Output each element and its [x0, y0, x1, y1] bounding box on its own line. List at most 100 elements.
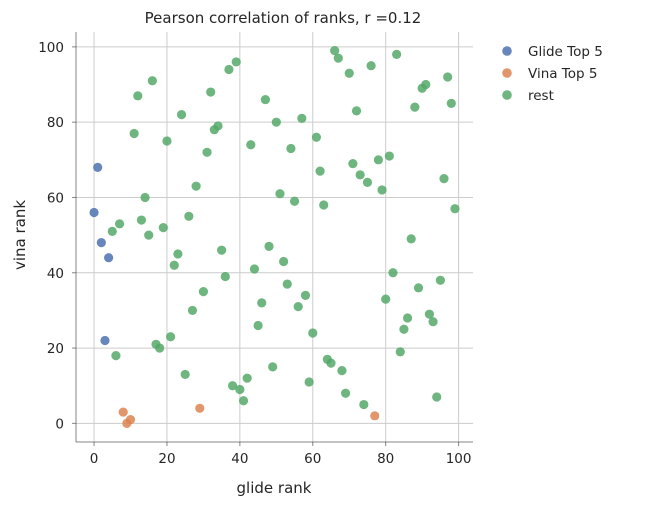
point-rest — [144, 230, 154, 240]
point-rest — [355, 170, 365, 180]
point-rest — [253, 320, 263, 331]
point-rest — [107, 226, 117, 236]
point-rest — [377, 185, 387, 195]
point-rest — [373, 155, 383, 165]
point-rest — [249, 264, 260, 274]
point-rest — [231, 57, 241, 67]
point-rest — [169, 260, 179, 270]
point-rest — [242, 373, 252, 383]
point-rest — [217, 245, 227, 255]
x-tick-label: 100 — [446, 451, 472, 467]
x-axis-label: glide rank — [237, 479, 312, 497]
point-rest — [351, 106, 362, 116]
y-tick-label: 20 — [47, 341, 64, 357]
y-axis-label: vina rank — [11, 200, 29, 270]
point-rest — [198, 286, 209, 297]
x-tick-label: 0 — [90, 451, 99, 467]
point-vina-top-5 — [370, 411, 380, 421]
point-rest — [155, 343, 165, 353]
point-rest — [326, 358, 336, 368]
legend-marker — [502, 90, 512, 100]
y-tick-label: 100 — [38, 40, 64, 56]
point-rest — [410, 102, 420, 112]
point-rest — [297, 113, 307, 124]
point-vina-top-5 — [125, 414, 136, 425]
point-rest — [238, 396, 249, 406]
legend-marker — [502, 68, 512, 78]
point-rest — [275, 189, 285, 199]
point-rest — [402, 313, 413, 323]
point-rest — [282, 279, 292, 289]
point-rest — [289, 196, 300, 206]
tick-labels: 0 20 40 60 80 100 0 20 40 60 80 100 — [38, 40, 471, 467]
point-rest — [191, 181, 201, 191]
point-rest — [315, 166, 325, 176]
point-rest — [366, 61, 376, 71]
point-glide-top-5 — [100, 335, 110, 346]
point-glide-top-5 — [96, 238, 106, 248]
point-rest — [413, 283, 424, 293]
grid — [76, 32, 473, 442]
point-rest — [286, 143, 296, 154]
point-rest — [206, 87, 216, 97]
point-rest — [257, 298, 267, 308]
point-rest — [140, 192, 150, 203]
point-rest — [147, 76, 157, 86]
x-tick-label: 80 — [377, 451, 394, 467]
point-rest — [173, 249, 183, 259]
point-rest — [300, 290, 311, 300]
point-rest — [304, 377, 314, 387]
point-vina-top-5 — [195, 403, 205, 413]
point-rest — [166, 332, 176, 342]
point-rest — [114, 219, 125, 229]
point-rest — [293, 302, 303, 312]
point-rest — [227, 381, 238, 391]
legend-label: Glide Top 5 — [528, 44, 603, 60]
point-rest — [421, 79, 431, 90]
point-glide-top-5 — [93, 162, 103, 172]
y-tick-label: 40 — [47, 266, 64, 282]
point-rest — [392, 49, 402, 60]
point-rest — [443, 72, 453, 82]
point-rest — [136, 215, 147, 225]
point-rest — [337, 366, 347, 376]
data-points — [89, 46, 460, 428]
point-rest — [406, 234, 416, 244]
point-rest — [111, 350, 121, 361]
legend-label: rest — [528, 88, 554, 104]
point-rest — [308, 328, 318, 338]
point-rest — [381, 294, 391, 304]
x-tick-label: 60 — [304, 451, 321, 467]
legend: Glide Top 5 Vina Top 5 rest — [502, 44, 603, 104]
point-rest — [246, 140, 256, 150]
point-rest — [439, 174, 449, 184]
point-rest — [384, 151, 394, 161]
point-rest — [264, 241, 274, 252]
point-rest — [187, 305, 198, 316]
point-rest — [176, 110, 187, 120]
point-rest — [333, 53, 343, 63]
y-tick-label: 60 — [47, 190, 64, 206]
point-rest — [340, 388, 351, 398]
point-rest — [260, 94, 270, 105]
point-rest — [162, 136, 172, 146]
point-rest — [158, 222, 168, 233]
point-rest — [432, 392, 442, 402]
point-rest — [184, 211, 194, 221]
point-rest — [311, 132, 322, 142]
point-rest — [428, 317, 438, 327]
y-tick-label: 0 — [55, 416, 64, 432]
axes-spines — [75, 32, 473, 443]
x-tick-label: 20 — [158, 451, 175, 467]
point-rest — [450, 204, 460, 214]
point-rest — [213, 121, 223, 131]
chart-title: Pearson correlation of ranks, r =0.12 — [145, 9, 422, 27]
point-rest — [344, 68, 354, 78]
point-rest — [435, 275, 445, 285]
legend-marker — [502, 46, 512, 56]
point-rest — [424, 309, 435, 319]
point-glide-top-5 — [89, 207, 99, 218]
point-rest — [202, 147, 212, 157]
point-rest — [348, 158, 358, 169]
legend-label: Vina Top 5 — [528, 66, 597, 82]
